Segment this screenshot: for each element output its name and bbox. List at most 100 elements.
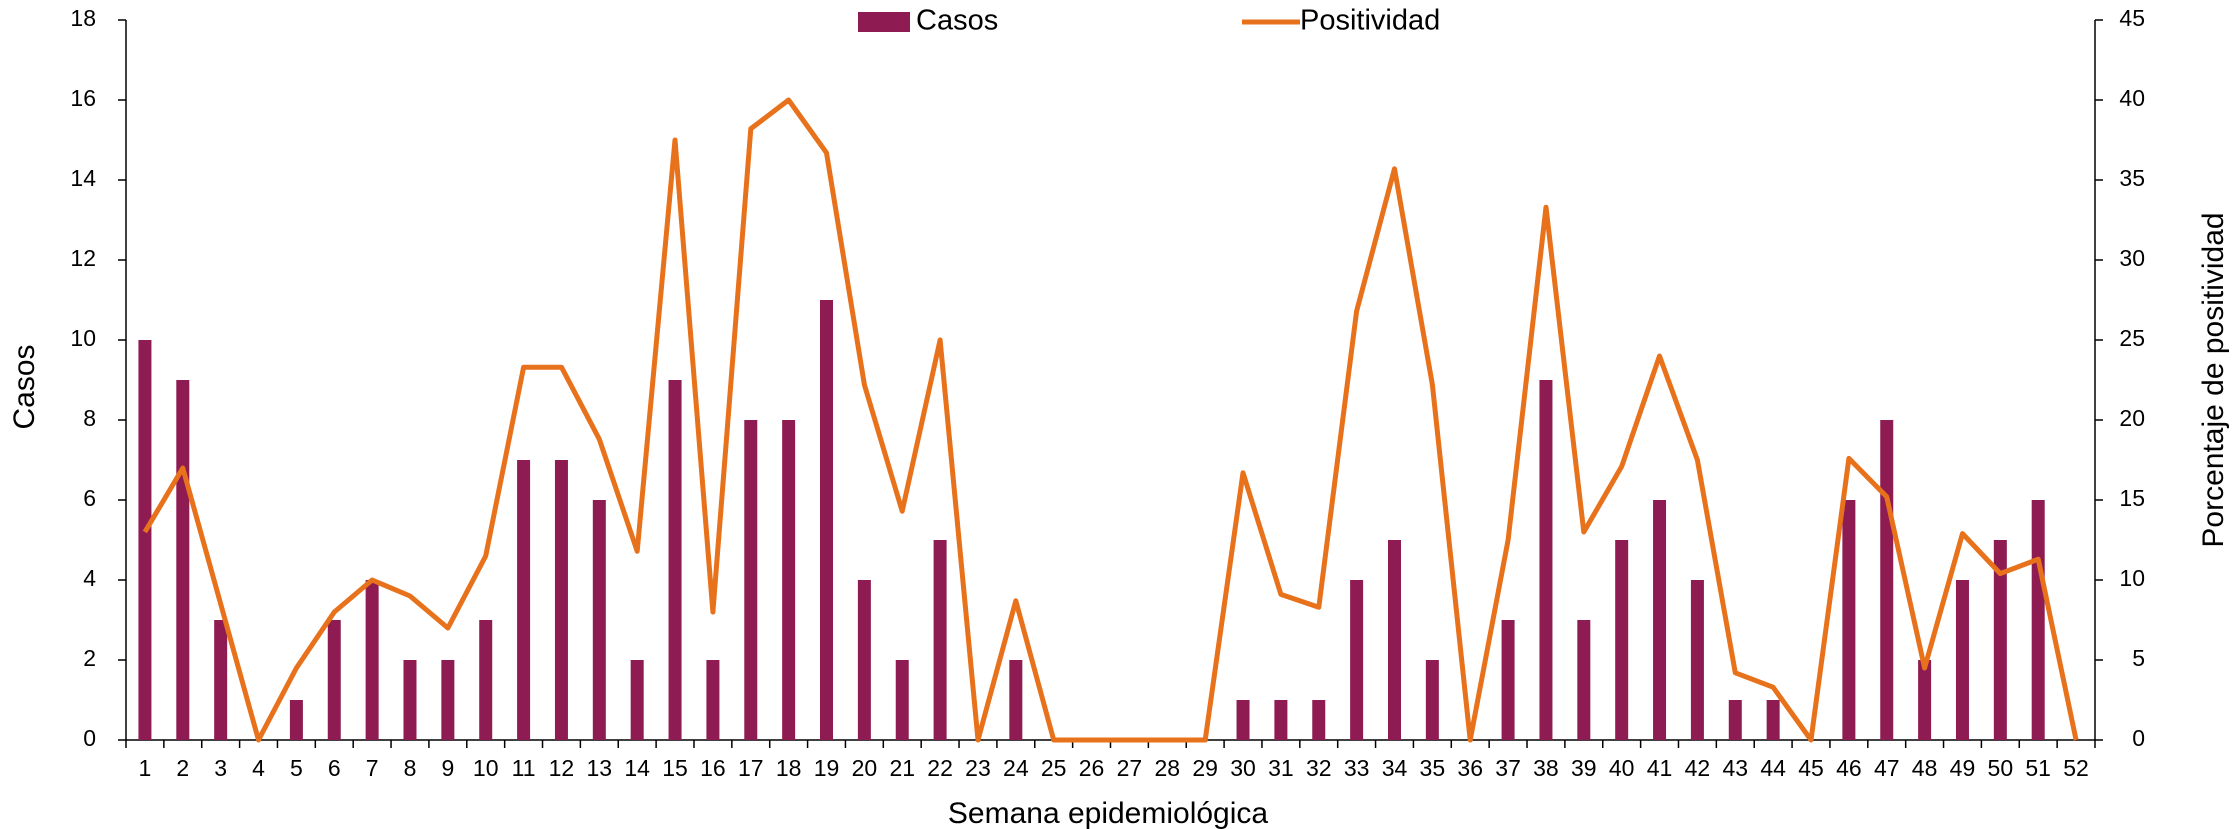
bar bbox=[668, 380, 682, 740]
bar bbox=[1350, 580, 1364, 740]
y-tick-label: 10 bbox=[70, 325, 96, 351]
x-tick-label: 25 bbox=[1041, 755, 1067, 781]
x-tick-label: 23 bbox=[965, 755, 991, 781]
x-tick-label: 14 bbox=[624, 755, 650, 781]
bar bbox=[1009, 660, 1023, 740]
bar bbox=[479, 620, 493, 740]
x-tick-label: 31 bbox=[1268, 755, 1294, 781]
x-tick-label: 28 bbox=[1155, 755, 1181, 781]
x-tick-label: 43 bbox=[1722, 755, 1748, 781]
x-tick-label: 46 bbox=[1836, 755, 1862, 781]
x-tick-label: 22 bbox=[927, 755, 953, 781]
x-tick-label: 40 bbox=[1609, 755, 1635, 781]
x-tick-label: 44 bbox=[1760, 755, 1786, 781]
x-tick-label: 36 bbox=[1457, 755, 1483, 781]
x-tick-label: 6 bbox=[328, 755, 341, 781]
x-tick-label: 12 bbox=[549, 755, 575, 781]
y-tick-label: 14 bbox=[70, 165, 96, 191]
bar bbox=[857, 580, 871, 740]
x-tick-label: 30 bbox=[1230, 755, 1256, 781]
bar bbox=[820, 300, 834, 740]
bar bbox=[782, 420, 796, 740]
bar bbox=[138, 340, 152, 740]
x-tick-label: 3 bbox=[214, 755, 227, 781]
y-tick-label: 8 bbox=[83, 405, 96, 431]
y-tick-label: 2 bbox=[83, 645, 96, 671]
y2-tick-label: 0 bbox=[2132, 725, 2145, 751]
bar bbox=[176, 380, 190, 740]
bar bbox=[1728, 700, 1742, 740]
y-axis-title: Casos bbox=[8, 344, 41, 429]
bar bbox=[517, 460, 531, 740]
bar bbox=[1955, 580, 1969, 740]
x-tick-label: 17 bbox=[738, 755, 764, 781]
y-tick-label: 0 bbox=[83, 725, 96, 751]
x-tick-label: 2 bbox=[176, 755, 189, 781]
bar bbox=[1577, 620, 1591, 740]
bar bbox=[1274, 700, 1288, 740]
bar bbox=[895, 660, 909, 740]
x-tick-label: 24 bbox=[1003, 755, 1029, 781]
line bbox=[142, 97, 2079, 743]
x-tick-label: 35 bbox=[1420, 755, 1446, 781]
x-tick-label: 37 bbox=[1495, 755, 1521, 781]
bar bbox=[365, 580, 379, 740]
x-tick-label: 10 bbox=[473, 755, 499, 781]
y2-tick-label: 30 bbox=[2119, 245, 2145, 271]
y2-tick-label: 5 bbox=[2132, 645, 2145, 671]
y2-tick-label: 25 bbox=[2119, 325, 2145, 351]
x-tick-label: 18 bbox=[776, 755, 802, 781]
x-tick-label: 52 bbox=[2063, 755, 2089, 781]
x-tick-label: 5 bbox=[290, 755, 303, 781]
legend-label: Casos bbox=[916, 5, 998, 37]
x-tick-label: 34 bbox=[1382, 755, 1408, 781]
x-tick-label: 19 bbox=[814, 755, 840, 781]
bar bbox=[214, 620, 228, 740]
bar bbox=[1312, 700, 1326, 740]
bar bbox=[1766, 700, 1780, 740]
bar bbox=[1653, 500, 1667, 740]
bar bbox=[327, 620, 341, 740]
x-tick-label: 8 bbox=[404, 755, 417, 781]
x-tick-label: 7 bbox=[366, 755, 379, 781]
bar bbox=[706, 660, 720, 740]
bar bbox=[554, 460, 568, 740]
x-tick-label: 29 bbox=[1192, 755, 1218, 781]
x-tick-label: 15 bbox=[662, 755, 688, 781]
x-tick-label: 11 bbox=[512, 755, 536, 781]
x-tick-label: 32 bbox=[1306, 755, 1332, 781]
bar bbox=[1387, 540, 1401, 740]
y2-tick-label: 20 bbox=[2119, 405, 2145, 431]
x-tick-label: 41 bbox=[1647, 755, 1673, 781]
bar bbox=[1880, 420, 1894, 740]
x-tick-label: 50 bbox=[1988, 755, 2014, 781]
bar bbox=[1842, 500, 1856, 740]
x-tick-label: 26 bbox=[1079, 755, 1105, 781]
x-tick-label: 48 bbox=[1912, 755, 1938, 781]
legend-label: Positividad bbox=[1300, 5, 1440, 37]
bar bbox=[1615, 540, 1629, 740]
bar bbox=[403, 660, 417, 740]
bar bbox=[1993, 540, 2007, 740]
y2-tick-label: 15 bbox=[2119, 485, 2145, 511]
x-tick-label: 49 bbox=[1950, 755, 1976, 781]
bar bbox=[744, 420, 758, 740]
y-tick-label: 16 bbox=[70, 85, 96, 111]
bar bbox=[441, 660, 455, 740]
x-tick-label: 42 bbox=[1685, 755, 1711, 781]
bar bbox=[592, 500, 606, 740]
x-tick-label: 13 bbox=[587, 755, 613, 781]
bar bbox=[289, 700, 303, 740]
legend-swatch bbox=[858, 12, 910, 32]
y-tick-label: 18 bbox=[70, 5, 96, 31]
x-tick-label: 45 bbox=[1798, 755, 1824, 781]
x-tick-label: 39 bbox=[1571, 755, 1597, 781]
x-tick-label: 21 bbox=[889, 755, 915, 781]
bar bbox=[1539, 380, 1553, 740]
x-axis-title: Semana epidemiológica bbox=[948, 797, 1269, 829]
y-tick-label: 4 bbox=[83, 565, 96, 591]
x-tick-label: 1 bbox=[139, 755, 152, 781]
x-tick-label: 27 bbox=[1117, 755, 1143, 781]
bar bbox=[630, 660, 644, 740]
